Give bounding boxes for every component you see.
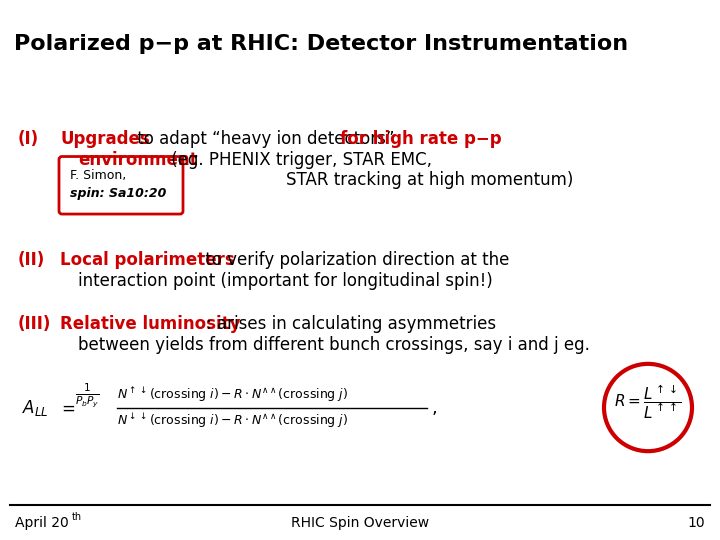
Text: 10: 10	[688, 516, 705, 530]
Text: F. Simon,: F. Simon,	[70, 170, 126, 183]
Text: to verify polarization direction at the: to verify polarization direction at the	[200, 251, 509, 269]
Text: $N^{\uparrow\downarrow}(\mathrm{crossing}\ i) - R\cdot N^{\wedge\wedge}(\mathrm{: $N^{\uparrow\downarrow}(\mathrm{crossing…	[117, 385, 348, 404]
Text: Local polarimeters: Local polarimeters	[60, 251, 235, 269]
Text: between yields from different bunch crossings, say i and j eg.: between yields from different bunch cros…	[78, 336, 590, 354]
Text: (eg. PHENIX trigger, STAR EMC,: (eg. PHENIX trigger, STAR EMC,	[166, 151, 432, 168]
Text: spin: Sa10:20: spin: Sa10:20	[70, 187, 166, 200]
Text: for high rate p−p: for high rate p−p	[340, 130, 502, 148]
Text: $A_{LL}$: $A_{LL}$	[22, 397, 48, 417]
Text: ,: ,	[432, 399, 438, 416]
Text: : arises in calculating asymmetries: : arises in calculating asymmetries	[206, 315, 496, 333]
Text: th: th	[72, 512, 82, 522]
Text: Relative luminosity: Relative luminosity	[60, 315, 240, 333]
Text: $\frac{1}{P_b P_y}$: $\frac{1}{P_b P_y}$	[75, 381, 99, 409]
Text: interaction point (important for longitudinal spin!): interaction point (important for longitu…	[78, 272, 492, 289]
Text: Upgrades: Upgrades	[60, 130, 150, 148]
Text: STAR tracking at high momentum): STAR tracking at high momentum)	[286, 171, 573, 190]
Text: RHIC Spin Overview: RHIC Spin Overview	[291, 516, 429, 530]
Text: $N^{\downarrow\downarrow}(\mathrm{crossing}\ i) - R\cdot N^{\wedge\wedge}(\mathr: $N^{\downarrow\downarrow}(\mathrm{crossi…	[117, 411, 348, 430]
FancyBboxPatch shape	[59, 157, 183, 214]
Text: Polarized p−p at RHIC: Detector Instrumentation: Polarized p−p at RHIC: Detector Instrume…	[14, 33, 629, 53]
Text: (II): (II)	[18, 251, 45, 269]
Text: $R = \dfrac{L^{\uparrow\downarrow}}{L^{\uparrow\uparrow}}$: $R = \dfrac{L^{\uparrow\downarrow}}{L^{\…	[614, 384, 682, 421]
Text: (III): (III)	[18, 315, 51, 333]
Text: (I): (I)	[18, 130, 39, 148]
Text: $=$: $=$	[58, 399, 76, 416]
Text: to adapt “heavy ion detectors”: to adapt “heavy ion detectors”	[132, 130, 400, 148]
Text: environment: environment	[78, 151, 197, 168]
Text: April 20: April 20	[15, 516, 68, 530]
